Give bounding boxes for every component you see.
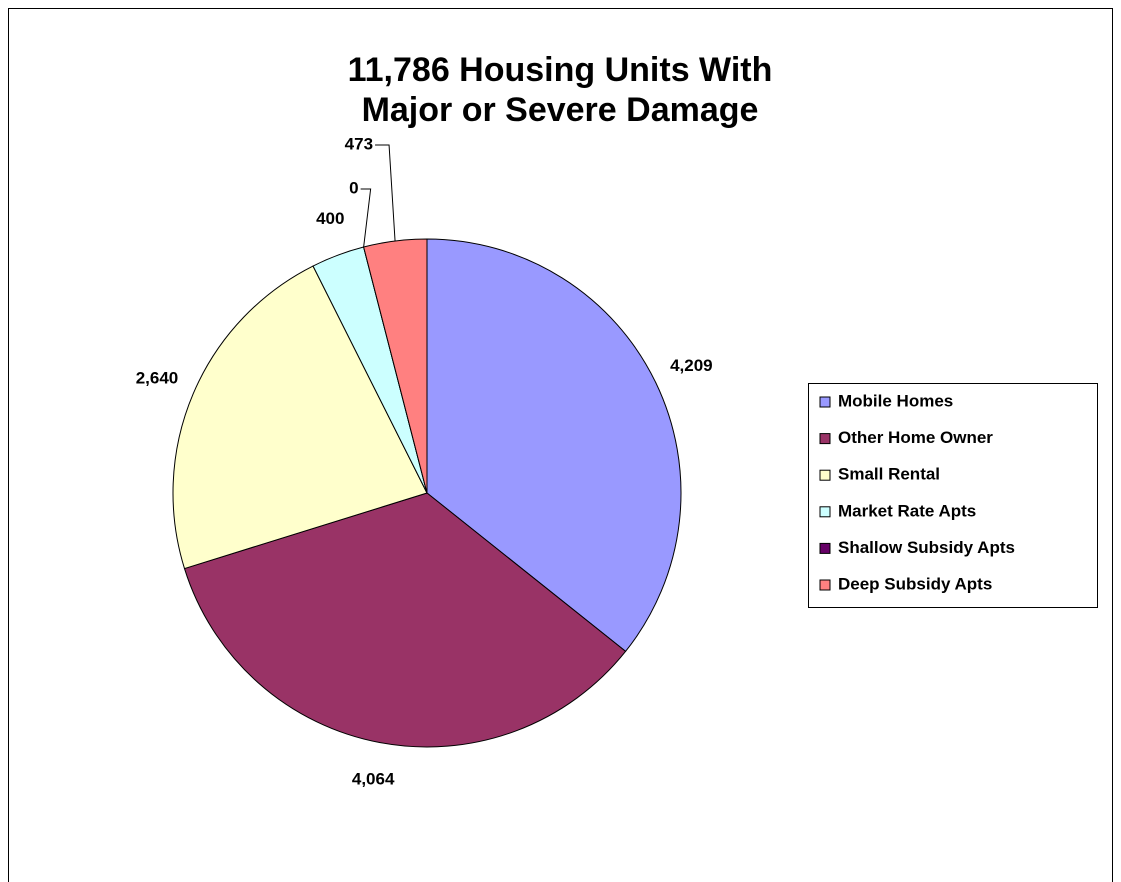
legend-swatch: [819, 579, 831, 591]
legend-label: Small Rental: [838, 465, 940, 484]
data-label: 473: [345, 135, 373, 154]
data-label: 0: [349, 179, 358, 198]
pie-slice: [363, 238, 428, 494]
pie-slice: [426, 238, 682, 653]
legend-label: Other Home Owner: [838, 428, 993, 447]
data-label: 4,064: [352, 769, 395, 788]
legend-swatch: [819, 433, 831, 445]
legend-label: Market Rate Apts: [838, 501, 976, 520]
leader-line: [375, 144, 396, 242]
legend-label: Shallow Subsidy Apts: [838, 538, 1015, 557]
chart-title: 11,786 Housing Units With Major or Sever…: [347, 51, 773, 129]
data-label: 400: [316, 209, 344, 228]
legend-swatch: [819, 542, 831, 554]
legend-swatch: [819, 396, 831, 408]
pie-slice: [183, 492, 627, 748]
legend-swatch: [819, 506, 831, 518]
data-label: 2,640: [136, 368, 179, 387]
pie-slice: [172, 265, 428, 570]
legend-swatch: [819, 469, 831, 481]
legend-label: Mobile Homes: [838, 391, 953, 410]
data-label: 4,209: [670, 356, 713, 375]
leader-line: [360, 188, 372, 248]
legend-box: [808, 383, 1098, 608]
legend-label: Deep Subsidy Apts: [838, 574, 992, 593]
chart-frame: [8, 8, 1113, 882]
